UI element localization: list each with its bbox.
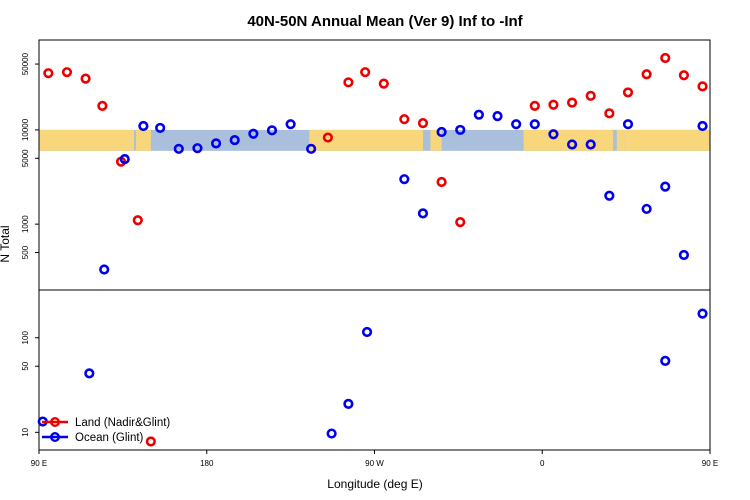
band-land-6 — [523, 129, 539, 151]
ocean-upper-point-12 — [399, 174, 410, 185]
y-upper-tick-label-2: 5000 — [21, 149, 30, 167]
land-upper-point-17 — [585, 90, 596, 101]
y-lower-tick-label-1: 50 — [21, 361, 30, 370]
ocean-upper-point-11 — [306, 143, 317, 154]
upper-panel-frame — [38, 39, 711, 291]
land-upper-point-3 — [97, 100, 108, 111]
land-upper-point-22 — [678, 70, 690, 81]
ocean-upper-point-15 — [455, 124, 466, 136]
land-upper-point-2 — [80, 73, 91, 84]
data-points — [37, 52, 708, 447]
land-upper-point-11 — [417, 118, 429, 129]
land-upper-point-15 — [548, 99, 559, 110]
ocean-upper-point-19 — [529, 119, 540, 130]
ocean-upper-point-2 — [138, 120, 149, 132]
x-tick-label-0: 90 E — [31, 459, 47, 468]
ocean-upper-point-24 — [622, 119, 634, 130]
land-upper-point-10 — [399, 114, 410, 125]
ocean-upper-point-20 — [548, 129, 559, 140]
ocean-upper-point-4 — [173, 143, 184, 154]
legend-ocean-marker — [50, 432, 61, 443]
y-upper-tick-label-4: 50000 — [21, 52, 30, 75]
y-axis-upper: 500 1000 5000 10000 50000 — [21, 52, 39, 259]
ocean-upper-point-1 — [119, 154, 130, 165]
y-upper-tick-label-3: 10000 — [21, 118, 30, 141]
ocean-lower-point-6 — [697, 308, 708, 319]
ocean-upper-point-5 — [192, 143, 203, 154]
band-land-4 — [311, 129, 423, 151]
ocean-lower-point-4 — [361, 326, 373, 338]
x-axis: 90 E 180 90 W 0 90 E — [31, 450, 718, 468]
x-tick-label-4: 90 E — [702, 459, 718, 468]
ocean-upper-point-23 — [604, 190, 615, 201]
land-upper-point-8 — [360, 67, 371, 78]
land-upper-point-5 — [132, 215, 143, 226]
land-upper-point-6 — [322, 132, 334, 143]
band-land-1 — [109, 129, 135, 151]
ocean-lower-point-5 — [660, 355, 671, 366]
map-band — [39, 129, 710, 151]
land-upper-point-7 — [343, 77, 354, 88]
land-upper-point-18 — [604, 108, 615, 119]
x-tick-label-3: 0 — [540, 459, 545, 468]
land-upper-point-23 — [697, 81, 708, 92]
y-axis-label: N Total — [0, 225, 12, 262]
ocean-upper-point-25 — [641, 203, 652, 215]
land-upper-point-19 — [622, 87, 634, 98]
ocean-upper-point-6 — [210, 138, 222, 149]
ocean-upper-point-14 — [436, 126, 447, 138]
land-upper-point-13 — [455, 217, 466, 228]
ocean-upper-point-16 — [473, 109, 484, 120]
ocean-lower-point-2 — [326, 428, 337, 439]
band-land-2 — [135, 129, 151, 151]
ocean-upper-point-8 — [248, 128, 259, 139]
legend-ocean-label: Ocean (Glint) — [75, 432, 144, 444]
y-lower-tick-label-2: 100 — [21, 331, 30, 345]
ocean-lower-point-1 — [84, 368, 95, 379]
land-upper-point-0 — [43, 68, 54, 79]
band-land-5 — [430, 129, 442, 151]
ocean-lower-point-3 — [343, 398, 354, 409]
legend: Land (Nadir&Glint) Ocean (Glint) — [42, 417, 170, 444]
band-land-0 — [39, 129, 112, 151]
y-lower-tick-label-0: 10 — [21, 427, 30, 436]
x-axis-label: Longitude (deg E) — [327, 477, 422, 491]
land-lower-point-0 — [145, 436, 156, 447]
x-tick-label-2: 90 W — [365, 459, 384, 468]
ocean-upper-point-0 — [99, 264, 110, 275]
ocean-upper-point-28 — [697, 120, 708, 132]
chart-title: 40N-50N Annual Mean (Ver 9) Inf to -Inf — [247, 13, 523, 30]
land-upper-point-20 — [641, 69, 652, 80]
y-axis-lower: 10 50 100 — [21, 331, 39, 437]
ocean-upper-point-18 — [511, 119, 522, 130]
land-upper-point-14 — [529, 100, 540, 111]
ocean-upper-point-9 — [266, 125, 278, 136]
ocean-upper-point-17 — [492, 111, 503, 122]
ocean-upper-point-10 — [285, 119, 296, 130]
land-upper-point-1 — [61, 67, 73, 78]
ocean-upper-point-21 — [566, 139, 578, 150]
land-upper-point-21 — [660, 52, 671, 64]
land-upper-point-16 — [566, 97, 578, 108]
legend-land-label: Land (Nadir&Glint) — [75, 417, 170, 429]
ocean-upper-point-7 — [229, 134, 240, 146]
land-upper-point-12 — [436, 176, 447, 188]
x-tick-label-1: 180 — [200, 459, 214, 468]
band-land-8 — [616, 129, 625, 151]
ocean-upper-point-13 — [417, 208, 429, 219]
y-upper-tick-label-0: 500 — [21, 245, 30, 259]
ocean-upper-point-3 — [155, 122, 166, 134]
ocean-upper-point-26 — [660, 181, 671, 192]
legend-land-marker — [50, 417, 61, 428]
ocean-upper-point-27 — [678, 249, 690, 261]
band-land-9 — [624, 129, 710, 151]
y-upper-tick-label-1: 1000 — [21, 215, 30, 233]
ocean-upper-point-22 — [585, 139, 596, 150]
land-upper-point-9 — [378, 78, 389, 89]
